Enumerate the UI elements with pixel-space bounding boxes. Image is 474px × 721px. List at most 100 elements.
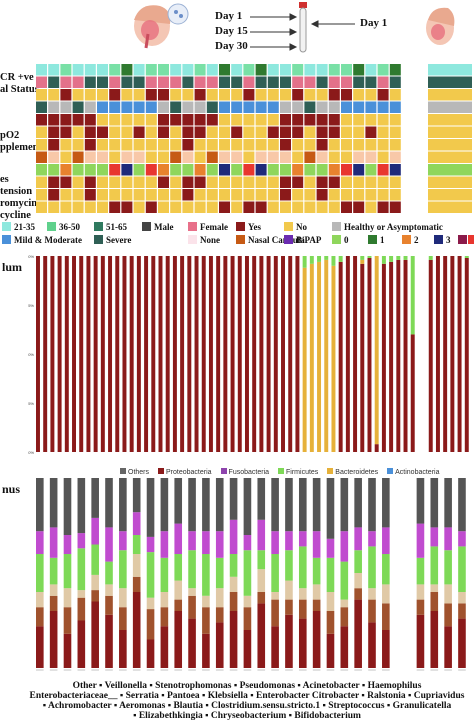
heatmap-cell xyxy=(255,151,267,163)
heatmap-cell xyxy=(292,201,304,213)
heatmap-cell xyxy=(194,201,206,213)
bar-segment xyxy=(215,588,224,608)
heatmap-cell xyxy=(316,151,328,163)
heatmap-cell xyxy=(280,101,291,113)
heatmap-cell xyxy=(316,126,328,138)
bar-segment xyxy=(312,557,321,585)
heatmap-cell xyxy=(158,164,169,176)
heatmap-cell xyxy=(97,164,108,176)
bar-segment xyxy=(63,607,72,634)
legend-item: 3 xyxy=(434,235,451,245)
heatmap-cell xyxy=(194,151,206,163)
heatmap-cell xyxy=(316,114,328,126)
heatmap-cell xyxy=(60,101,72,113)
heatmap-cell xyxy=(109,89,121,101)
heatmap-cell xyxy=(304,139,316,151)
heatmap-cell xyxy=(328,151,340,163)
heatmap-cell xyxy=(109,114,121,126)
legend-swatch xyxy=(220,468,227,474)
heatmap-cell xyxy=(36,76,47,88)
bar-segment xyxy=(202,554,210,596)
bar-segment xyxy=(43,256,48,452)
bar-segment xyxy=(374,256,379,445)
bar-segment xyxy=(360,256,365,260)
heatmap-cell xyxy=(428,189,472,201)
bar-segment xyxy=(430,527,439,547)
bar-segment xyxy=(188,550,196,589)
bar-segment xyxy=(340,599,349,608)
heatmap-cell xyxy=(36,101,47,113)
legend-swatch xyxy=(188,222,197,231)
bar-segment xyxy=(188,595,196,619)
heatmap-cell xyxy=(194,64,206,76)
phylum-legend-item: Firmicutes xyxy=(278,468,318,476)
heatmap-cell xyxy=(328,176,340,188)
bar-segment xyxy=(430,546,439,585)
heatmap-cell xyxy=(109,189,121,201)
heatmap-cell xyxy=(36,151,47,163)
heatmap-cell xyxy=(231,139,243,151)
heatmap-cell xyxy=(206,189,218,201)
bar-segment xyxy=(188,588,196,596)
bar-segment xyxy=(271,554,279,592)
bar-segment xyxy=(146,597,155,610)
heatmap-cell xyxy=(231,114,243,126)
bar-segment xyxy=(174,478,183,524)
phylum-legend-item: Fusobacteria xyxy=(220,468,269,476)
heatmap-cell xyxy=(428,101,472,113)
heatmap-cell xyxy=(170,114,182,126)
bar-segment xyxy=(223,256,228,452)
heatmap-cell xyxy=(170,189,182,201)
heatmap-cell xyxy=(60,151,72,163)
heatmap-cell xyxy=(145,151,157,163)
bar-segment xyxy=(257,478,266,520)
heatmap-cell xyxy=(145,164,157,176)
heatmap-cell xyxy=(206,126,218,138)
heatmap-cell xyxy=(182,101,194,113)
heatmap-cell xyxy=(109,151,121,163)
bar-segment xyxy=(367,256,372,258)
bar-segment xyxy=(36,531,44,554)
bar-segment xyxy=(458,618,466,668)
heatmap-cell xyxy=(145,89,157,101)
heatmap-cell xyxy=(280,76,291,88)
bar-segment xyxy=(237,256,242,452)
bar-segment xyxy=(36,478,44,532)
bar-segment xyxy=(382,478,390,528)
heatmap-cell xyxy=(158,151,169,163)
heatmap-cell xyxy=(267,89,279,101)
legend-swatch xyxy=(236,222,245,231)
heatmap-cell xyxy=(170,151,182,163)
heatmap-cell xyxy=(353,101,365,113)
bar-segment xyxy=(202,607,210,634)
genus-legend-line-3: ▪ Achromobacter ▪ Aeromonas ▪ Blautia ▪ … xyxy=(42,701,452,711)
bar-segment xyxy=(86,256,91,452)
bar-segment xyxy=(382,630,390,668)
bar-segment xyxy=(285,478,293,532)
bar-segment xyxy=(188,478,196,532)
bar-segment xyxy=(416,557,425,585)
heatmap-cell xyxy=(133,114,145,126)
bar-segment xyxy=(77,533,86,549)
heatmap-cell xyxy=(304,126,316,138)
heatmap-cell xyxy=(72,189,84,201)
bar-segment xyxy=(49,611,58,668)
legend-swatch xyxy=(468,235,474,244)
bar-segment xyxy=(354,550,362,573)
heatmap-cell xyxy=(133,126,145,138)
heatmap-cell xyxy=(280,126,291,138)
bar-segment xyxy=(174,611,183,668)
heatmap-cell xyxy=(316,64,328,76)
heatmap-cell xyxy=(365,189,377,201)
heatmap-cell xyxy=(243,139,255,151)
heatmap-cell xyxy=(243,164,255,176)
legend-swatch xyxy=(332,235,341,244)
bar-segment xyxy=(215,531,224,558)
heatmap-cell xyxy=(194,189,206,201)
bar-segment xyxy=(188,531,196,551)
legend-label: No xyxy=(296,222,307,232)
legend-label: 0 xyxy=(344,235,349,245)
bar-segment xyxy=(49,478,58,528)
heatmap-cell xyxy=(389,201,401,213)
heatmap-cell xyxy=(145,64,157,76)
